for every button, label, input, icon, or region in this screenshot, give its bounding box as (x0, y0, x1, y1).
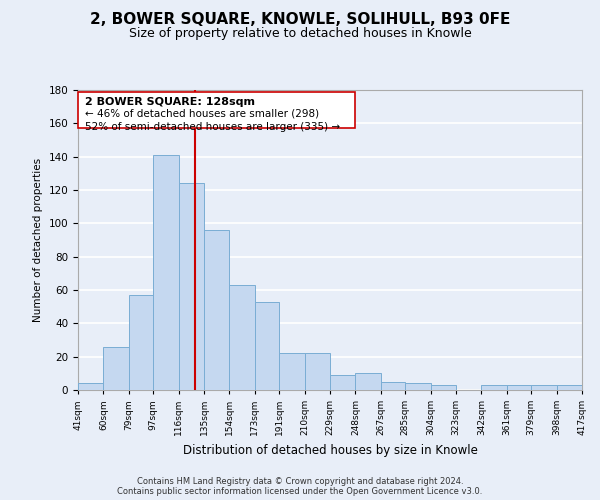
Text: Size of property relative to detached houses in Knowle: Size of property relative to detached ho… (128, 28, 472, 40)
Text: 52% of semi-detached houses are larger (335) →: 52% of semi-detached houses are larger (… (85, 122, 340, 132)
Bar (78, 384, 103, 390)
Bar (129, 295, 153, 390)
Bar (204, 230, 229, 390)
Bar (381, 382, 405, 390)
Bar (557, 385, 582, 390)
Bar (78, 92, 355, 128)
Text: Contains public sector information licensed under the Open Government Licence v3: Contains public sector information licen… (118, 486, 482, 496)
X-axis label: Distribution of detached houses by size in Knowle: Distribution of detached houses by size … (182, 444, 478, 456)
Text: 2, BOWER SQUARE, KNOWLE, SOLIHULL, B93 0FE: 2, BOWER SQUARE, KNOWLE, SOLIHULL, B93 0… (90, 12, 510, 28)
Bar (229, 285, 255, 390)
Bar (305, 354, 330, 390)
Bar (179, 184, 204, 390)
Bar (279, 354, 305, 390)
Text: ← 46% of detached houses are smaller (298): ← 46% of detached houses are smaller (29… (85, 108, 319, 118)
Bar (103, 346, 129, 390)
Bar (355, 374, 381, 390)
Bar (255, 302, 279, 390)
Text: 2 BOWER SQUARE: 128sqm: 2 BOWER SQUARE: 128sqm (85, 96, 255, 106)
Bar (405, 384, 431, 390)
Bar (507, 385, 531, 390)
Bar (153, 155, 179, 390)
Y-axis label: Number of detached properties: Number of detached properties (33, 158, 43, 322)
Bar (481, 385, 507, 390)
Bar (330, 375, 355, 390)
Bar (431, 385, 456, 390)
Bar (531, 385, 557, 390)
Text: Contains HM Land Registry data © Crown copyright and database right 2024.: Contains HM Land Registry data © Crown c… (137, 476, 463, 486)
